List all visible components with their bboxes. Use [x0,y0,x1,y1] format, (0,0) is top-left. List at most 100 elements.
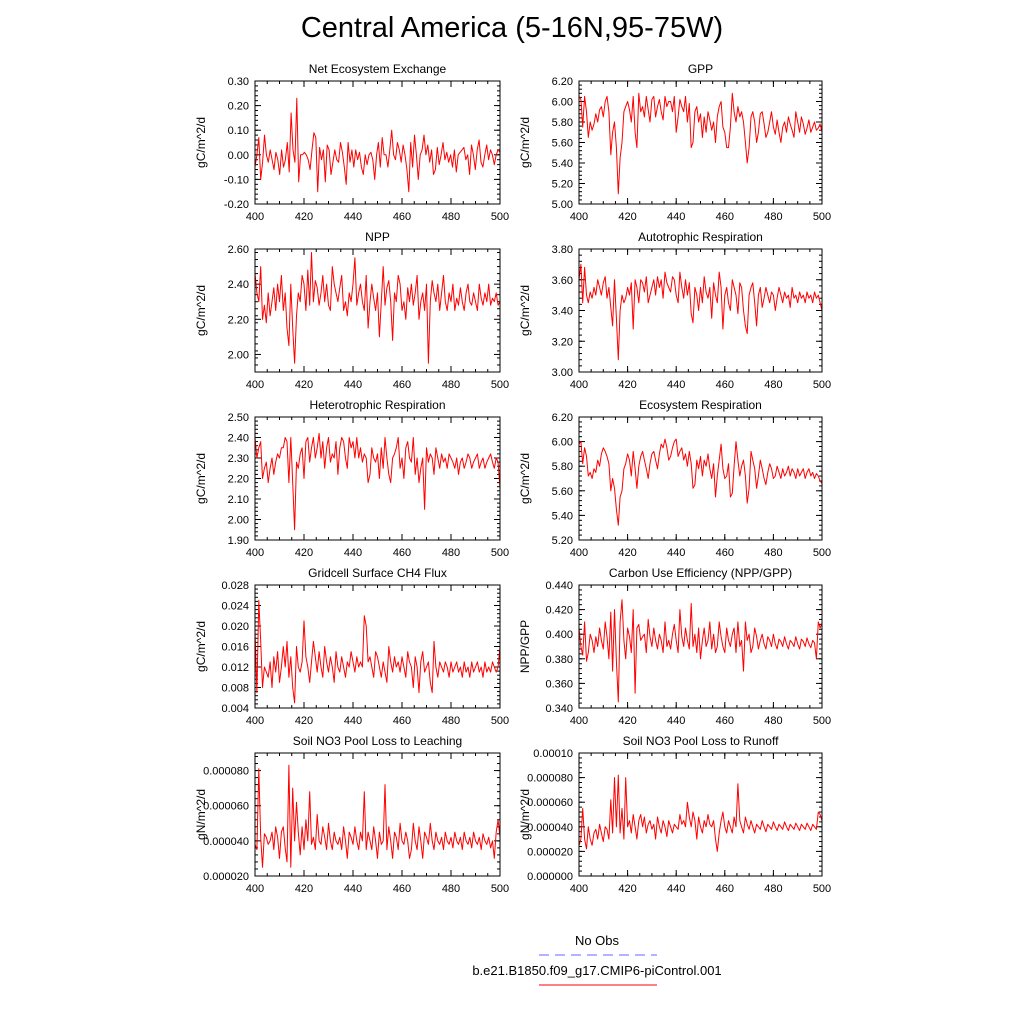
y-axis-label: NPP/GPP [518,620,532,673]
y-tick-label: 0.020 [221,621,249,633]
series-line [578,92,823,195]
x-tick-label: 460 [716,379,734,391]
series-line [578,774,823,852]
x-tick-label: 420 [618,715,636,727]
panel-1: Net Ecosystem Exchange gC/m^2/d 400 420 440 4… [194,62,509,223]
y-tick-label: 0.20 [228,101,249,113]
x-tick-label: 480 [764,379,782,391]
panel-title: NPP [365,230,390,244]
y-tick-label: 6.00 [552,437,573,449]
y-tick-label: 3.80 [552,244,573,256]
y-tick-label: 3.40 [552,306,573,318]
series-line [254,97,501,193]
y-tick-label: 0.000040 [203,836,249,848]
x-tick-label: 440 [344,883,362,895]
y-axis-label: gC/m^2/d [194,621,208,672]
x-tick-label: 460 [716,715,734,727]
y-tick-label: 2.30 [228,453,249,465]
x-tick-label: 480 [442,715,460,727]
x-tick-label: 400 [246,547,264,559]
x-tick-label: 420 [618,883,636,895]
y-tick-label: 0.004 [221,703,249,715]
x-tick-label: 500 [491,547,509,559]
y-tick-label: 0.024 [221,601,249,613]
panel-5: Heterotrophic Respiration gC/m^2/d 400 420 4… [194,398,509,559]
series-line [578,263,823,361]
y-tick-label: 5.60 [552,486,573,498]
y-tick-label: 2.20 [228,314,249,326]
y-tick-label: 0.00 [228,150,249,162]
y-tick-label: 5.20 [552,179,573,191]
panel-3: NPP gC/m^2/d 400 420 440 460 480 500 2.00 2.20 2.4… [194,230,509,391]
plot-frame [578,752,823,877]
x-tick-label: 500 [813,883,831,895]
x-tick-label: 460 [393,379,411,391]
panel-title: Gridcell Surface CH4 Flux [308,566,447,580]
series-line [578,438,823,526]
panel-title: Heterotrophic Respiration [309,398,445,412]
y-tick-label: 6.20 [552,76,573,88]
y-tick-label: 1.90 [228,535,249,547]
y-axis-label: gC/m^2/d [518,285,532,336]
x-tick-label: 500 [491,379,509,391]
x-tick-label: 500 [813,715,831,727]
y-tick-label: 0.000000 [527,871,573,883]
y-tick-label: 5.00 [552,199,573,211]
x-tick-label: 440 [344,715,362,727]
y-axis-label: gC/m^2/d [518,117,532,168]
x-tick-label: 400 [570,211,588,223]
y-axis-label: gC/m^2/d [518,453,532,504]
y-tick-label: 5.40 [552,510,573,522]
legend-label-model-run: b.e21.B1850.f09_g17.CMIP6-piControl.001 [472,963,722,978]
legend [539,954,657,986]
plot-frame [578,584,823,709]
panel-title: Net Ecosystem Exchange [309,62,447,76]
x-tick-label: 400 [570,379,588,391]
x-tick-label: 440 [667,211,685,223]
x-tick-label: 420 [295,379,313,391]
plot-frame [254,248,501,373]
y-tick-label: 0.000080 [527,773,573,785]
x-tick-label: 420 [618,379,636,391]
x-tick-label: 440 [667,379,685,391]
x-tick-label: 500 [491,715,509,727]
y-tick-label: 5.40 [552,158,573,170]
y-tick-label: 0.380 [545,654,573,666]
y-tick-label: 0.440 [545,580,573,592]
y-tick-label: 2.00 [228,349,249,361]
x-tick-label: 500 [491,211,509,223]
y-tick-label: 0.008 [221,683,249,695]
x-tick-label: 400 [246,883,264,895]
y-tick-label: 0.000080 [203,766,249,778]
y-tick-label: 2.50 [228,412,249,424]
y-tick-label: 0.360 [545,678,573,690]
plot-frame [254,752,501,877]
x-tick-label: 480 [442,211,460,223]
x-tick-label: 460 [716,547,734,559]
panel-10: Soil NO3 Pool Loss to Runoff gN/m^2/d 400 4… [518,734,831,895]
x-tick-label: 460 [393,715,411,727]
y-tick-label: 2.00 [228,515,249,527]
x-tick-label: 460 [716,883,734,895]
page-title: Central America (5-16N,95-75W) [300,12,724,44]
panel-title: Carbon Use Efficiency (NPP/GPP) [609,566,792,580]
panel-4: Autotrophic Respiration gC/m^2/d 400 420 440… [518,230,831,391]
y-tick-label: 2.20 [228,474,249,486]
x-tick-label: 400 [570,883,588,895]
y-tick-label: 0.000060 [203,801,249,813]
y-tick-label: -0.20 [224,199,249,211]
legend-label-no-obs: No Obs [574,933,620,948]
y-tick-label: 0.000040 [527,822,573,834]
series-line [254,252,501,364]
x-tick-label: 400 [246,379,264,391]
panel-title: Soil NO3 Pool Loss to Leaching [293,734,462,748]
y-tick-label: 2.60 [228,244,249,256]
plot-frame [254,584,501,709]
y-tick-label: 3.20 [552,336,573,348]
y-tick-label: 0.400 [545,629,573,641]
series-line [254,432,501,531]
y-tick-label: 5.80 [552,117,573,129]
x-tick-label: 460 [393,883,411,895]
panel-title: Autotrophic Respiration [638,230,763,244]
